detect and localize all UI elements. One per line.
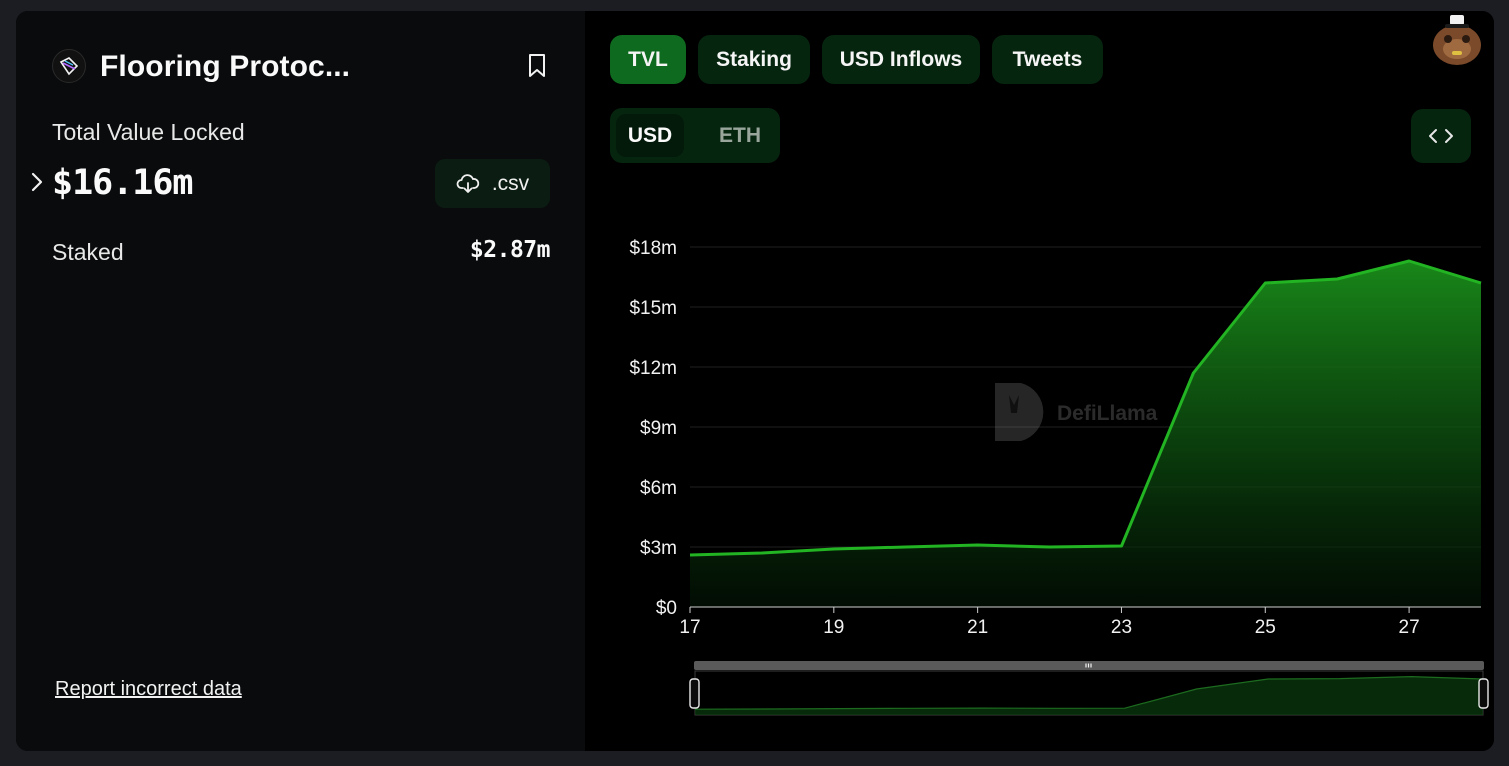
embed-code-button[interactable]	[1411, 109, 1471, 163]
x-tick-label: 17	[679, 617, 700, 638]
chart-tabs: TVL Staking USD Inflows Tweets	[610, 35, 1103, 84]
denomination-toggle: USD ETH	[610, 108, 780, 163]
range-slider-preview-line	[694, 675, 1484, 710]
range-slider-left-handle[interactable]	[689, 678, 700, 709]
x-tick-label: 21	[967, 617, 988, 638]
code-brackets-icon	[1429, 129, 1453, 143]
tvl-chart: DefiLlama $0 $3m $6m $9m $12m $15m $18m 17 19 21…	[629, 238, 1489, 716]
csv-label: .csv	[491, 171, 530, 195]
bookmark-icon[interactable]	[526, 53, 548, 79]
tab-staking[interactable]: Staking	[698, 35, 810, 84]
staked-label: Staked	[52, 239, 124, 265]
denomination-eth[interactable]: ETH	[719, 123, 761, 147]
chevron-right-icon[interactable]	[28, 169, 46, 195]
x-tick-label: 19	[823, 617, 844, 638]
y-tick-label: $18m	[629, 238, 677, 259]
tvl-value: $16.16m	[52, 163, 194, 203]
range-slider-preview-area	[695, 676, 1483, 715]
tvl-area	[690, 261, 1481, 607]
y-tick-label: $12m	[629, 358, 677, 379]
tab-tweets[interactable]: Tweets	[992, 35, 1103, 84]
range-slider[interactable]	[689, 661, 1489, 716]
cloud-download-icon	[456, 173, 480, 193]
x-tick-label: 27	[1399, 617, 1420, 638]
y-tick-label: $6m	[640, 478, 677, 499]
llama-avatar[interactable]	[1428, 11, 1486, 67]
x-tick-label: 23	[1111, 617, 1132, 638]
download-csv-button[interactable]: .csv	[435, 159, 550, 208]
protocol-card: Flooring Protoc... Total Value Locked $1…	[16, 11, 1494, 751]
y-tick-label: $9m	[640, 418, 677, 439]
watermark-label: DefiLlama	[1057, 402, 1158, 425]
protocol-name: Flooring Protoc...	[100, 50, 351, 83]
tvl-label: Total Value Locked	[52, 119, 245, 145]
tvl-line	[689, 259, 1482, 557]
y-tick-label: $3m	[640, 538, 677, 559]
tab-usd-inflows[interactable]: USD Inflows	[822, 35, 980, 84]
flooring-protocol-logo	[52, 49, 86, 83]
chart-panel: TVL Staking USD Inflows Tweets USD ETH	[585, 11, 1494, 751]
x-tick-label: 25	[1255, 617, 1276, 638]
y-tick-label: $15m	[629, 298, 677, 319]
protocol-summary-panel: Flooring Protoc... Total Value Locked $1…	[16, 11, 585, 751]
defillama-watermark: DefiLlama	[995, 383, 1158, 441]
denomination-usd[interactable]: USD	[616, 114, 684, 157]
range-slider-grip-icon[interactable]	[1085, 663, 1092, 668]
report-incorrect-data-link[interactable]: Report incorrect data	[55, 678, 242, 700]
tab-tvl[interactable]: TVL	[610, 35, 686, 84]
staked-value: $2.87m	[469, 237, 551, 263]
range-slider-right-handle[interactable]	[1478, 678, 1489, 709]
y-tick-label: $0	[656, 598, 677, 619]
